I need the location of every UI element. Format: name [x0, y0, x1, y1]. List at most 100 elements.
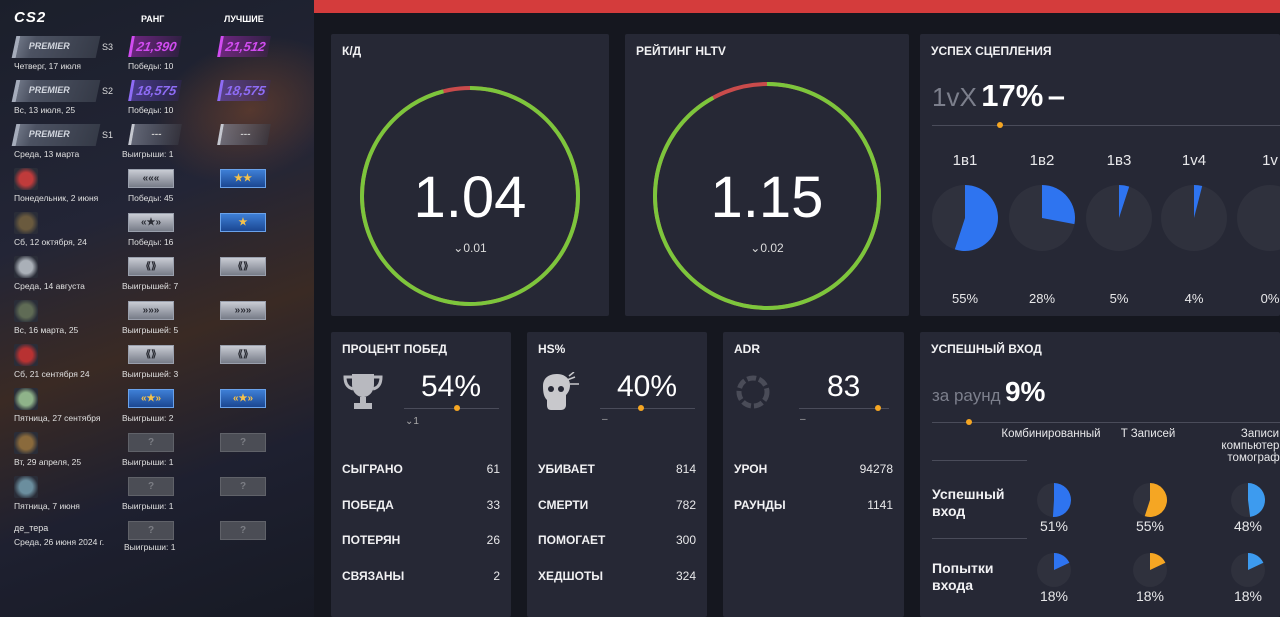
match-row[interactable]: ⟪⟫ ⟪⟫ Среда, 14 августа Выигрышей: 7 [0, 254, 314, 298]
entry-pct: 18% [1135, 588, 1165, 604]
wins-count: Выигрыши: 1 [124, 542, 176, 552]
clutch-item-pct: 4% [1184, 291, 1204, 306]
entry-divider [932, 422, 1280, 423]
match-row[interactable]: «★» ★ Сб, 12 октября, 24 Победы: 16 [0, 210, 314, 254]
match-date: Сб, 21 сентября 24 [14, 369, 90, 379]
map-icon [14, 212, 38, 234]
entry-summary: за раунд 9% [932, 376, 1045, 408]
match-row[interactable]: ?? Пятница, 7 июня Выигрыши: 1 [0, 474, 314, 518]
rank-badge: ? [128, 433, 174, 452]
winrate-delta-value: 1 [413, 416, 419, 427]
match-row[interactable]: PREMIER S1 --- --- Среда, 13 марта Выигрыши: … [0, 122, 314, 166]
premier-label: PREMIER [28, 41, 70, 51]
clutch-item-label: 1в1 [952, 152, 978, 169]
entry-row-label: Попытки входа [932, 560, 994, 593]
rank-badge: ⟪⟫ [128, 257, 174, 276]
clutch-pie [1237, 185, 1280, 251]
season-label: S1 [102, 130, 114, 140]
match-date: Понедельник, 2 июня [14, 193, 99, 203]
hs-value: 40% [617, 370, 678, 403]
match-row[interactable]: »»» »»» Вс, 16 марта, 25 Выигрышей: 5 [0, 298, 314, 342]
kd-title: К/Д [342, 44, 362, 58]
adr-card: ADR 83 – УРОН 94278 РАУНДЫ 1141 [723, 332, 904, 617]
wins-count: Выигрышей: 3 [122, 369, 179, 379]
map-icon [14, 168, 38, 190]
stat-label: СМЕРТИ [538, 497, 589, 512]
winrate-marker [454, 405, 460, 411]
best-rating: --- [217, 124, 271, 145]
entry-row-label: Успешный вход [932, 486, 1005, 519]
adr-marker [875, 405, 881, 411]
adr-delta: – [800, 414, 806, 425]
wins-count: Победы: 16 [128, 237, 174, 247]
entry-pct: 55% [1135, 518, 1165, 534]
stat-value: 1141 [867, 497, 893, 512]
rank-rating: 18,575 [128, 80, 182, 101]
clutch-divider [932, 125, 1280, 126]
stat-label: СВЯЗАНЫ [342, 568, 405, 583]
rank-badge: ? [128, 477, 174, 496]
match-row[interactable]: PREMIER S2 18,575 18,575 Вс, 13 июля, 25 Побе… [0, 78, 314, 122]
clutch-item-label: 1v [1262, 152, 1278, 169]
hltv-gauge [653, 82, 881, 310]
hltv-gauge-fill [653, 82, 881, 310]
stat-value: 782 [675, 497, 696, 512]
match-row[interactable]: «★» «★» Пятница, 27 сентября Выигрыши: 2 [0, 386, 314, 430]
wins-count: Победы: 45 [128, 193, 174, 203]
best-badge: «★» [220, 389, 266, 408]
entry-pct: 48% [1233, 518, 1263, 534]
wins-count: Выигрыши: 1 [122, 457, 174, 467]
premier-label: PREMIER [28, 85, 70, 95]
premier-badge: PREMIER [11, 124, 101, 146]
map-icon [14, 432, 38, 454]
best-badge: ★★ [220, 169, 266, 188]
match-row[interactable]: ?? Вт, 29 апреля, 25 Выигрыши: 1 [0, 430, 314, 474]
stat-row: ПОТЕРЯН 26 [342, 533, 500, 547]
stat-value: 94278 [859, 462, 893, 476]
adr-title: ADR [734, 342, 760, 356]
rank-column-header: РАНГ [141, 14, 165, 24]
wins-count: Выигрыши: 2 [122, 413, 174, 423]
winrate-delta: ⌄1 [405, 416, 419, 427]
best-badge: ⟪⟫ [220, 345, 266, 364]
match-row[interactable]: PREMIER S3 21,390 21,512 Четверг, 17 июля Поб… [0, 34, 314, 78]
match-date: Вт, 29 апреля, 25 [14, 457, 82, 467]
kd-delta-value: 0.01 [463, 241, 487, 255]
match-row[interactable]: де_тера?? Среда, 26 июня 2024 г. Выигрыши:… [0, 518, 314, 562]
stat-row: ПОБЕДА 33 [342, 498, 500, 512]
stat-row: СЫГРАНО 61 [342, 462, 500, 476]
match-history-sidebar: CS2 РАНГ ЛУЧШИЕ PREMIER S3 21,390 21,512 Чет… [0, 0, 314, 617]
entry-pie [1037, 483, 1071, 517]
clutch-label: 1vX [932, 82, 977, 112]
chevron-down-icon: ⌄ [750, 241, 761, 255]
stat-row: ПОМОГАЕТ 300 [538, 533, 696, 547]
clutch-item-label: 1в2 [1029, 152, 1055, 169]
match-row[interactable]: ««« ★★ Понедельник, 2 июня Победы: 45 [0, 166, 314, 210]
wins-count: Победы: 10 [128, 105, 174, 115]
adr-ring-icon [736, 375, 770, 409]
stat-value: 26 [486, 533, 500, 547]
stat-value: 61 [486, 462, 500, 476]
entry-pct: 18% [1233, 588, 1263, 604]
sidebar-header: CS2 РАНГ ЛУЧШИЕ [0, 0, 314, 32]
rank-badge: ««« [128, 169, 174, 188]
match-date: Вс, 13 июля, 25 [14, 105, 76, 115]
wins-count: Победы: 10 [128, 61, 174, 71]
match-row[interactable]: ⟪⟫ ⟪⟫ Сб, 21 сентября 24 Выигрышей: 3 [0, 342, 314, 386]
best-badge: ? [220, 477, 266, 496]
entry-pie [1231, 553, 1265, 587]
clutch-item-pct: 55% [951, 291, 979, 306]
best-badge: ⟪⟫ [220, 257, 266, 276]
map-icon [14, 300, 38, 322]
clutch-summary: 1vX 17% – [932, 78, 1065, 114]
winrate-value: 54% [421, 370, 482, 403]
stat-label: ПОМОГАЕТ [538, 533, 606, 547]
winrate-line [404, 408, 499, 409]
stat-row: СМЕРТИ 782 [538, 498, 696, 512]
stat-label: ПОБЕДА [342, 497, 394, 512]
rank-badge: ⟪⟫ [128, 345, 174, 364]
map-icon [14, 476, 38, 498]
stat-label: ПОТЕРЯН [342, 533, 401, 547]
premier-badge: PREMIER [11, 36, 101, 58]
